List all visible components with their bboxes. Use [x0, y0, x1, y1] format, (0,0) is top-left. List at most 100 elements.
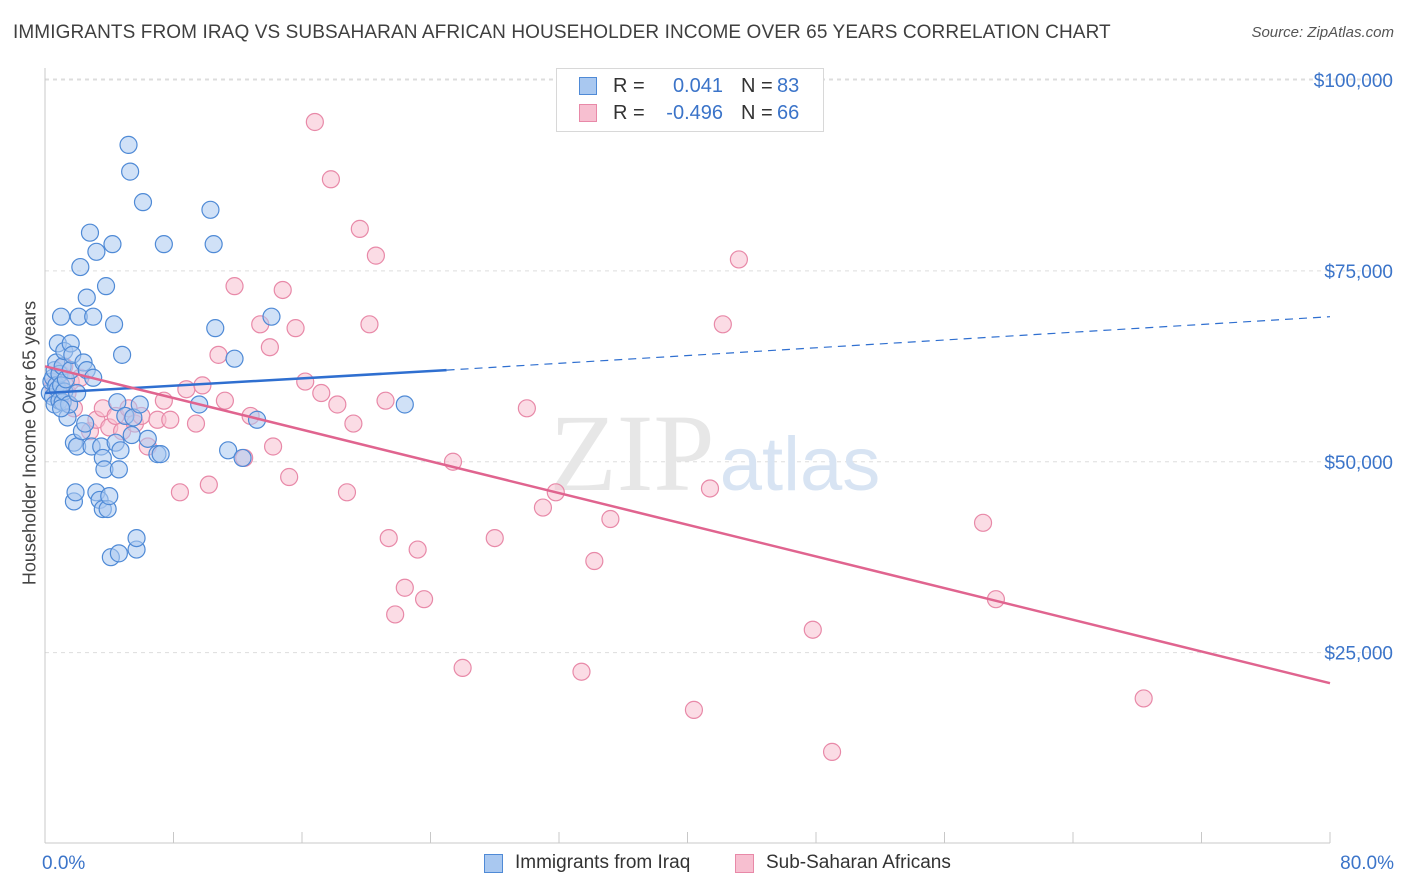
ssa-point — [161, 410, 180, 429]
ssa-point — [414, 590, 434, 609]
iraq-point — [151, 445, 170, 464]
n-label: N = — [741, 74, 773, 97]
iraq-point — [109, 460, 128, 479]
legend-item-ssa[interactable]: Sub-Saharan Africans — [735, 852, 951, 874]
iraq-point — [84, 307, 103, 326]
n-label: N = — [741, 101, 773, 124]
watermark-zip: ZIP — [550, 392, 715, 514]
ssa-point — [296, 372, 315, 391]
iraq-point — [80, 223, 100, 242]
iraq-point — [66, 483, 85, 502]
iraq-point — [111, 441, 130, 460]
ssa-point — [1134, 689, 1153, 708]
iraq-points — [40, 135, 414, 567]
iraq-point — [96, 277, 116, 296]
ssa-point — [822, 742, 842, 761]
y-tick-label: $100,000 — [1314, 71, 1393, 92]
legend-item-iraq[interactable]: Immigrants from Iraq — [484, 852, 690, 874]
ssa-point — [572, 662, 591, 681]
ssa-point — [280, 467, 299, 487]
ssa-point — [321, 170, 341, 189]
ssa-point — [260, 338, 279, 357]
iraq-point — [112, 345, 132, 364]
iraq-point — [76, 414, 95, 433]
ssa-point — [273, 280, 292, 300]
ssa-legend-swatch — [735, 853, 754, 873]
ssa-point — [209, 345, 228, 364]
iraq-point — [127, 528, 146, 548]
axes — [44, 68, 1331, 844]
ssa-point — [312, 383, 331, 403]
iraq-trend-extension — [446, 316, 1331, 371]
iraq-point — [119, 135, 138, 154]
legend-row-iraq: R = 0.041 N = 83 — [579, 73, 799, 99]
ssa-point — [344, 414, 363, 433]
ssa-point — [729, 250, 749, 269]
ssa-point — [199, 475, 218, 494]
source-label: Source: ZipAtlas.com — [1251, 24, 1394, 41]
iraq-point — [154, 235, 173, 254]
iraq-point — [68, 383, 87, 403]
iraq-point — [77, 288, 96, 307]
iraq-point — [204, 235, 223, 254]
ssa-point — [305, 112, 324, 132]
y-tick-label: $50,000 — [1324, 453, 1393, 474]
ssa-point — [350, 219, 369, 238]
ssa-point — [360, 315, 379, 334]
ssa-point — [386, 605, 405, 624]
iraq-point — [109, 544, 128, 563]
ssa-point — [337, 483, 357, 502]
ssa-point — [973, 513, 993, 532]
ssa-point — [517, 399, 536, 418]
r-label: R = — [613, 101, 645, 124]
ssa-swatch — [579, 104, 597, 122]
ssa-point — [170, 483, 190, 502]
iraq-point — [219, 441, 238, 460]
iraq-point — [87, 242, 106, 261]
y-tick-label: $25,000 — [1324, 644, 1393, 665]
iraq-point — [51, 307, 71, 326]
iraq-point — [104, 315, 124, 334]
iraq-point — [206, 319, 225, 338]
iraq-point — [233, 448, 252, 468]
watermark: ZIP atlas — [550, 392, 881, 514]
legend-row-ssa: R = -0.496 N = 66 — [579, 100, 799, 126]
ssa-point — [585, 551, 604, 571]
stats-legend: R = 0.041 N = 83 R = -0.496 N = 66 — [556, 68, 824, 132]
ssa-point — [286, 319, 305, 338]
ssa-point — [379, 528, 398, 548]
iraq-point — [51, 399, 71, 418]
ssa-point — [225, 277, 244, 296]
iraq-n-value: 83 — [777, 74, 800, 97]
ssa-point — [408, 540, 427, 559]
gridlines — [45, 78, 1392, 654]
ssa-r-value: -0.496 — [666, 101, 723, 124]
iraq-point — [122, 425, 141, 445]
iraq-point — [133, 193, 153, 212]
ssa-point — [684, 700, 704, 719]
ssa-point — [263, 437, 283, 456]
iraq-point — [395, 395, 414, 414]
chart-title: IMMIGRANTS FROM IRAQ VS SUBSAHARAN AFRIC… — [13, 22, 1111, 43]
ssa-point — [533, 498, 553, 517]
ssa-n-value: 66 — [777, 101, 800, 124]
iraq-legend-swatch — [484, 853, 503, 873]
series-legend: Immigrants from Iraq Sub-Saharan African… — [0, 852, 1406, 878]
iraq-point — [225, 349, 244, 368]
ssa-point — [177, 380, 196, 399]
iraq-point — [130, 395, 149, 414]
x-tick-label-min: 0.0% — [42, 853, 85, 874]
iraq-point — [262, 307, 281, 326]
ssa-point — [485, 528, 504, 548]
ssa-point — [803, 620, 822, 639]
iraq-point — [108, 393, 127, 412]
iraq-point — [201, 200, 220, 219]
ssa-legend-label: Sub-Saharan Africans — [766, 852, 951, 873]
watermark-atlas: atlas — [720, 422, 881, 507]
trend-lines — [44, 316, 1331, 685]
ssa-point — [215, 391, 234, 410]
x-tick-label-max: 80.0% — [1340, 853, 1394, 874]
r-label: R = — [613, 74, 645, 97]
ssa-trend-line — [44, 365, 1331, 685]
